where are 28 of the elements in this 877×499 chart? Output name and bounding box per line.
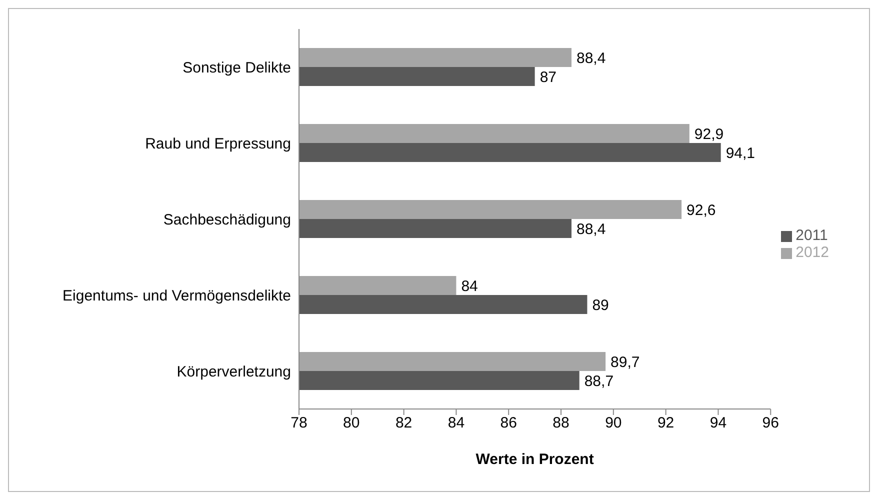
data-label: 94,1	[726, 144, 756, 162]
x-tick-label: 82	[395, 414, 412, 432]
data-label: 87	[540, 68, 556, 86]
x-tick-label: 84	[448, 414, 465, 432]
y-tick-label: Eigentums- und Vermögensdelikte	[62, 287, 291, 304]
data-label: 92,9	[694, 126, 724, 143]
data-label: 88,7	[584, 372, 614, 390]
data-label: 88,4	[576, 50, 606, 67]
x-axis-title: Werte in Prozent	[476, 451, 594, 468]
y-tick-label: Körperverletzung	[176, 363, 291, 380]
x-tick-label: 88	[552, 414, 570, 432]
y-tick-label: Sachbeschädigung	[163, 211, 291, 228]
data-label: 84	[461, 278, 478, 295]
data-label: 89,7	[610, 354, 640, 371]
legend-label: 2012	[796, 244, 829, 261]
legend-label: 2011	[796, 227, 828, 244]
data-label: 92,6	[686, 202, 716, 219]
x-tick-label: 96	[762, 414, 779, 432]
x-tick-label: 94	[710, 414, 727, 432]
x-tick-label: 90	[605, 414, 622, 432]
x-tick-label: 80	[343, 414, 360, 432]
x-tick-label: 86	[500, 414, 517, 432]
x-tick-label: 78	[290, 414, 308, 432]
y-tick-label: Sonstige Delikte	[182, 59, 291, 76]
data-label: 88,4	[576, 220, 606, 238]
y-tick-label: Raub und Erpressung	[145, 135, 291, 152]
data-label: 89	[592, 296, 609, 314]
x-tick-label: 92	[657, 414, 674, 432]
